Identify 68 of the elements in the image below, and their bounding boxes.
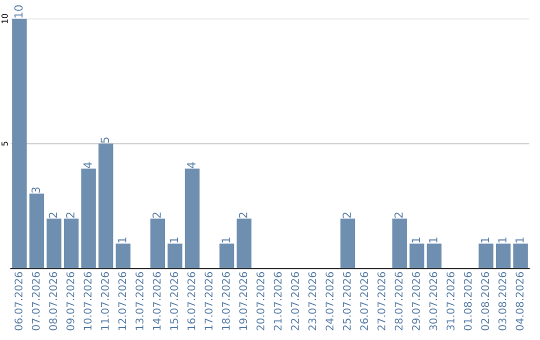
x-tick-label: 08.07.2026 xyxy=(49,272,58,330)
x-tick-label: 24.07.2026 xyxy=(326,272,334,330)
x-tick-label: 11.07.2026 xyxy=(100,272,109,330)
bar xyxy=(236,218,252,269)
bar xyxy=(12,18,27,269)
data-label: 3 xyxy=(32,187,40,193)
data-label: 1 xyxy=(118,238,126,242)
bar xyxy=(81,168,96,269)
x-tick-label: 01.08.2026 xyxy=(464,272,472,330)
bar xyxy=(116,244,130,269)
data-label: 2 xyxy=(152,212,161,218)
data-label: 2 xyxy=(342,212,351,218)
x-tick-label: 09.07.2026 xyxy=(66,272,74,330)
x-tick-label: 17.07.2026 xyxy=(204,272,213,330)
x-tick-label: 02.08.2026 xyxy=(481,272,490,330)
data-label: 1 xyxy=(498,238,506,242)
bar xyxy=(64,218,79,269)
data-label: 4 xyxy=(187,162,196,168)
data-label: 2 xyxy=(394,212,403,218)
x-tick-label: 19.07.2026 xyxy=(239,272,248,330)
x-tick-label: 07.07.2026 xyxy=(32,272,40,330)
bar xyxy=(46,218,62,269)
x-tick-label: 21.07.2026 xyxy=(274,272,282,330)
bar xyxy=(426,244,442,269)
x-tick-label: 22.07.2026 xyxy=(291,272,299,330)
data-label: 5 xyxy=(100,138,110,143)
data-label: 1 xyxy=(516,238,524,242)
data-label: 2 xyxy=(66,212,74,218)
data-label: 2 xyxy=(48,212,58,218)
x-tick-label: 25.07.2026 xyxy=(342,272,351,330)
x-tick-label: 20.07.2026 xyxy=(256,272,264,330)
x-tick-label: 10.07.2026 xyxy=(84,272,92,330)
x-tick-label: 06.07.2026 xyxy=(14,272,22,330)
bar xyxy=(513,244,528,269)
bar xyxy=(478,244,494,269)
x-tick-label: 12.07.2026 xyxy=(118,272,126,330)
x-tick-label: 27.07.2026 xyxy=(377,272,386,330)
bar xyxy=(168,244,182,269)
data-label: 1 xyxy=(412,238,420,242)
data-label: 1 xyxy=(170,238,178,242)
bar xyxy=(29,194,44,269)
bar xyxy=(219,244,234,269)
bar xyxy=(410,244,424,269)
bar xyxy=(496,244,511,269)
data-label: 10 xyxy=(14,5,23,18)
data-label: 1 xyxy=(222,238,230,242)
x-tick-label: 28.07.2026 xyxy=(394,272,403,330)
x-tick-label: 03.08.2026 xyxy=(498,272,506,330)
x-tick-label: 29.07.2026 xyxy=(412,272,420,330)
x-tick-label: 26.07.2026 xyxy=(360,272,368,330)
x-tick-label: 16.07.2026 xyxy=(187,272,196,330)
x-tick-label: 23.07.2026 xyxy=(308,272,316,330)
bar xyxy=(392,218,407,269)
x-tick-label: 13.07.2026 xyxy=(136,272,144,330)
x-tick-label: 14.07.2026 xyxy=(152,272,161,330)
x-tick-label: 18.07.2026 xyxy=(222,272,230,330)
data-label: 4 xyxy=(84,162,92,168)
x-tick-label: 31.07.2026 xyxy=(446,272,454,330)
data-label: 2 xyxy=(238,212,248,218)
bar xyxy=(340,218,356,269)
x-tick-label: 30.07.2026 xyxy=(429,272,438,330)
data-label: 1 xyxy=(480,238,490,242)
data-label: 1 xyxy=(429,238,438,242)
bar xyxy=(150,218,166,269)
bar xyxy=(98,144,114,269)
bar xyxy=(184,168,200,269)
x-tick-label: 04.08.2026 xyxy=(516,272,524,330)
x-tick-label: 15.07.2026 xyxy=(170,272,178,330)
